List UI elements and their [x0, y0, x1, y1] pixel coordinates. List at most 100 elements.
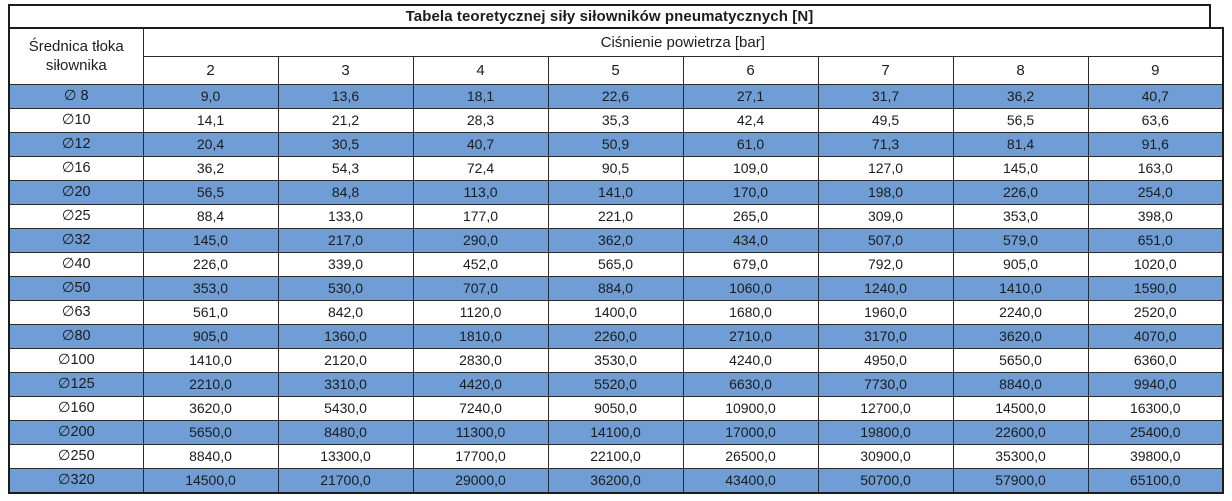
force-value-cell: 39800,0	[1087, 444, 1224, 469]
force-value-cell: 170,0	[682, 180, 819, 205]
force-value-cell: 14,1	[142, 108, 279, 133]
diameter-label: ∅160	[8, 396, 144, 421]
diameter-label: ∅320	[8, 468, 144, 494]
pneumatic-force-table: Średnica tłoka siłownika Ciśnienie powie…	[8, 27, 1224, 494]
force-value-cell: 141,0	[547, 180, 684, 205]
force-value-cell: 2520,0	[1087, 300, 1224, 325]
force-value-cell: 127,0	[817, 156, 954, 181]
force-value-cell: 29000,0	[412, 468, 549, 494]
diameter-label: ∅20	[8, 180, 144, 205]
force-value-cell: 842,0	[277, 300, 414, 325]
force-value-cell: 31,7	[817, 84, 954, 109]
force-value-cell: 3530,0	[547, 348, 684, 373]
force-value-cell: 1240,0	[817, 276, 954, 301]
table-row: ∅320 14500,0 21700,0 29000,0 36200,0 43400,0 5…	[8, 468, 1224, 494]
force-value-cell: 309,0	[817, 204, 954, 229]
force-value-cell: 226,0	[142, 252, 279, 277]
pressure-group-header: Ciśnienie powietrza [bar]	[142, 27, 1224, 57]
diameter-label: ∅10	[8, 108, 144, 133]
force-value-cell: 56,5	[142, 180, 279, 205]
force-value-cell: 71,3	[817, 132, 954, 157]
force-value-cell: 14100,0	[547, 420, 684, 445]
force-value-cell: 57900,0	[952, 468, 1089, 494]
force-value-cell: 884,0	[547, 276, 684, 301]
force-value-cell: 3310,0	[277, 372, 414, 397]
force-value-cell: 4240,0	[682, 348, 819, 373]
force-value-cell: 36200,0	[547, 468, 684, 494]
force-value-cell: 177,0	[412, 204, 549, 229]
table-header: Średnica tłoka siłownika Ciśnienie powie…	[8, 27, 1224, 85]
diameter-label: ∅32	[8, 228, 144, 253]
force-value-cell: 6630,0	[682, 372, 819, 397]
force-value-cell: 36,2	[142, 156, 279, 181]
diameter-label: ∅80	[8, 324, 144, 349]
pressure-column-header: 4	[412, 56, 549, 85]
force-value-cell: 145,0	[142, 228, 279, 253]
force-value-cell: 21700,0	[277, 468, 414, 494]
diameter-label: ∅12	[8, 132, 144, 157]
force-value-cell: 2710,0	[682, 324, 819, 349]
force-value-cell: 109,0	[682, 156, 819, 181]
force-value-cell: 91,6	[1087, 132, 1224, 157]
force-value-cell: 398,0	[1087, 204, 1224, 229]
force-value-cell: 26500,0	[682, 444, 819, 469]
force-value-cell: 339,0	[277, 252, 414, 277]
diameter-label: ∅50	[8, 276, 144, 301]
force-value-cell: 14500,0	[142, 468, 279, 494]
force-value-cell: 65100,0	[1087, 468, 1224, 494]
force-value-cell: 1590,0	[1087, 276, 1224, 301]
force-value-cell: 63,6	[1087, 108, 1224, 133]
force-value-cell: 265,0	[682, 204, 819, 229]
force-value-cell: 17700,0	[412, 444, 549, 469]
table-row: ∅250 8840,0 13300,0 17700,0 22100,0 26500,0 30…	[8, 444, 1224, 469]
force-value-cell: 353,0	[142, 276, 279, 301]
table-row: ∅10 14,1 21,2 28,3 35,3 42,4 49,5 56,5 63,6	[8, 108, 1224, 133]
table-row: ∅160 3620,0 5430,0 7240,0 9050,0 10900,0 12700…	[8, 396, 1224, 421]
force-value-cell: 7730,0	[817, 372, 954, 397]
force-value-cell: 579,0	[952, 228, 1089, 253]
force-value-cell: 27,1	[682, 84, 819, 109]
force-value-cell: 1020,0	[1087, 252, 1224, 277]
force-value-cell: 5520,0	[547, 372, 684, 397]
force-value-cell: 1960,0	[817, 300, 954, 325]
force-value-cell: 254,0	[1087, 180, 1224, 205]
force-value-cell: 2210,0	[142, 372, 279, 397]
force-value-cell: 133,0	[277, 204, 414, 229]
force-value-cell: 3170,0	[817, 324, 954, 349]
header-row-group: Średnica tłoka siłownika Ciśnienie powie…	[8, 27, 1224, 85]
force-value-cell: 54,3	[277, 156, 414, 181]
diameter-header-line2: siłownika	[45, 56, 107, 74]
force-value-cell: 707,0	[412, 276, 549, 301]
force-value-cell: 507,0	[817, 228, 954, 253]
force-value-cell: 9050,0	[547, 396, 684, 421]
table-row: ∅40 226,0 339,0 452,0 565,0 679,0 792,0 905,0 10…	[8, 252, 1224, 277]
force-value-cell: 28,3	[412, 108, 549, 133]
force-value-cell: 61,0	[682, 132, 819, 157]
force-value-cell: 11300,0	[412, 420, 549, 445]
force-value-cell: 1410,0	[952, 276, 1089, 301]
table-title: Tabela teoretycznej siły siłowników pneu…	[8, 4, 1211, 29]
table-row: ∅25 88,4 133,0 177,0 221,0 265,0 309,0 353,0 398…	[8, 204, 1224, 229]
table-row: ∅32 145,0 217,0 290,0 362,0 434,0 507,0 579,0 65…	[8, 228, 1224, 253]
table-row: ∅12 20,4 30,5 40,7 50,9 61,0 71,3 81,4 91,6	[8, 132, 1224, 157]
force-value-cell: 18,1	[412, 84, 549, 109]
force-value-cell: 12700,0	[817, 396, 954, 421]
force-value-cell: 905,0	[142, 324, 279, 349]
table-row: ∅125 2210,0 3310,0 4420,0 5520,0 6630,0 7730,0…	[8, 372, 1224, 397]
force-value-cell: 8840,0	[952, 372, 1089, 397]
force-value-cell: 2240,0	[952, 300, 1089, 325]
table-row: ∅200 5650,0 8480,0 11300,0 14100,0 17000,0 198…	[8, 420, 1224, 445]
force-value-cell: 88,4	[142, 204, 279, 229]
force-value-cell: 3620,0	[142, 396, 279, 421]
diameter-label: ∅125	[8, 372, 144, 397]
pneumatic-force-table-container: Tabela teoretycznej siły siłowników pneu…	[8, 4, 1224, 494]
force-value-cell: 50700,0	[817, 468, 954, 494]
force-value-cell: 22,6	[547, 84, 684, 109]
force-value-cell: 56,5	[952, 108, 1089, 133]
force-value-cell: 1360,0	[277, 324, 414, 349]
diameter-label: ∅63	[8, 300, 144, 325]
force-value-cell: 16300,0	[1087, 396, 1224, 421]
pressure-column-header: 5	[547, 56, 684, 85]
force-value-cell: 25400,0	[1087, 420, 1224, 445]
